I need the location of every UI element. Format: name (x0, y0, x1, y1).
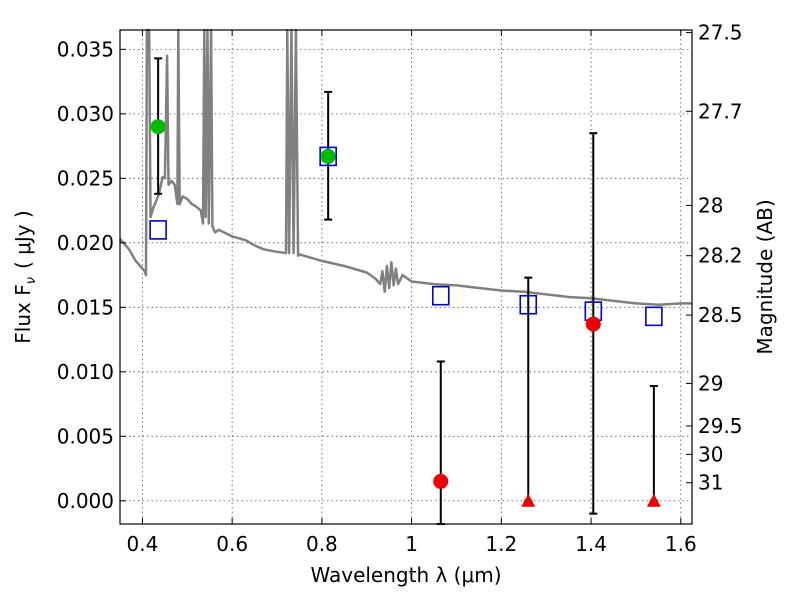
y2-tick-label: 28.2 (698, 244, 743, 268)
y2-tick-label: 28 (698, 193, 723, 217)
grid-lines (120, 30, 692, 524)
y2-tick-label: 29 (698, 371, 723, 395)
y-tick-label: 0.015 (57, 295, 114, 319)
y2-tick-label: 30 (698, 442, 723, 466)
x-tick-label: 1.6 (665, 532, 697, 556)
y-tick-label: 0.005 (57, 424, 114, 448)
model-photometry-square (149, 220, 167, 240)
y-tick-label: 0.000 (57, 489, 114, 513)
x-tick-label: 1.4 (575, 532, 607, 556)
x-tick-label: 1.2 (485, 532, 517, 556)
ticks-layer: 0.4 0.6 0.8 1 1.2 1.4 1.6 0.000 0.005 0.010 0.015 0… (57, 21, 743, 556)
markers-layer (149, 119, 663, 507)
y-tick-label: 0.030 (57, 102, 114, 126)
y-tick-label: 0.010 (57, 360, 114, 384)
model-photometry-square (431, 285, 450, 306)
observed-flux-point (320, 148, 336, 164)
model-spectrum-layer (119, 28, 692, 306)
x-tick-label: 0.6 (216, 532, 248, 556)
y-tick-label: 0.020 (57, 231, 114, 255)
model-photometry-square (645, 306, 663, 327)
y2-tick-label: 31 (698, 471, 723, 495)
y2-axis-label: Magnitude (AB) (753, 199, 777, 354)
upper-limit-marker (521, 493, 536, 507)
y-tick-label: 0.025 (57, 166, 114, 190)
y-tick-label: 0.035 (57, 37, 114, 61)
model-photometry-square (319, 146, 337, 167)
model-spectrum-line (119, 28, 692, 306)
observed-flux-point (150, 119, 166, 135)
x-axis-label: Wavelength λ (μm) (310, 563, 501, 587)
upper-limit-marker (646, 493, 661, 507)
y-axis-label: Flux Fν( μJy ) (11, 210, 39, 343)
x-tick-label: 1 (405, 532, 418, 556)
observed-flux-point (433, 473, 449, 489)
model-photometry-square (519, 294, 538, 315)
plot-frame (119, 29, 693, 525)
y2-tick-label: 27.5 (698, 21, 743, 45)
observed-flux-point (585, 316, 601, 332)
x-tick-label: 0.8 (306, 532, 338, 556)
y2-tick-label: 27.7 (698, 99, 743, 123)
y2-tick-label: 28.5 (698, 303, 743, 327)
x-tick-label: 0.4 (127, 532, 159, 556)
y2-tick-label: 29.5 (698, 414, 743, 438)
